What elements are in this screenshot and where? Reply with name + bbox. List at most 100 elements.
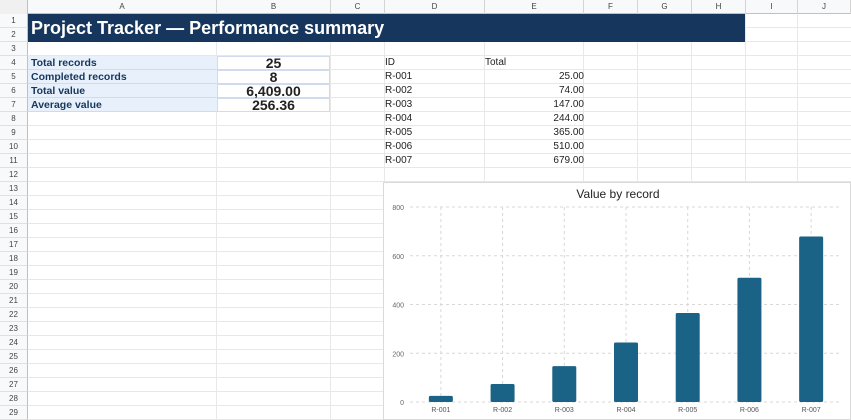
table-cell-id[interactable]: R-005 xyxy=(385,127,413,138)
bar xyxy=(614,342,638,402)
table-cell-total[interactable]: 365.00 xyxy=(553,127,584,138)
column-header-e[interactable]: E xyxy=(485,0,584,14)
select-all-corner[interactable] xyxy=(0,0,28,14)
row-header-15[interactable]: 15 xyxy=(0,210,28,224)
row-header-3[interactable]: 3 xyxy=(0,42,28,56)
kpi-label-average-value[interactable]: Average value xyxy=(28,98,217,112)
grid-row-line xyxy=(28,181,851,182)
table-cell-total[interactable]: 510.00 xyxy=(553,141,584,152)
table-cell-total[interactable]: 244.00 xyxy=(553,113,584,124)
row-header-12[interactable]: 12 xyxy=(0,168,28,182)
chart-title: Value by record xyxy=(576,187,660,201)
row-header-1[interactable]: 1 xyxy=(0,14,28,28)
table-cell-id[interactable]: R-002 xyxy=(385,85,413,96)
column-header-g[interactable]: G xyxy=(638,0,692,14)
table-cell-id[interactable]: R-007 xyxy=(385,155,413,166)
row-header-8[interactable]: 8 xyxy=(0,112,28,126)
kpi-value-total-value[interactable]: 6,409.00 xyxy=(217,84,330,98)
column-header-i[interactable]: I xyxy=(746,0,798,14)
row-header-14[interactable]: 14 xyxy=(0,196,28,210)
x-tick-label: R-005 xyxy=(678,407,697,414)
grid-row-line xyxy=(28,55,851,56)
row-header-10[interactable]: 10 xyxy=(0,140,28,154)
kpi-label-total-records[interactable]: Total records xyxy=(28,56,217,70)
row-header-18[interactable]: 18 xyxy=(0,252,28,266)
bar xyxy=(737,277,762,402)
x-tick-label: R-002 xyxy=(493,407,512,414)
table-cell-total[interactable]: 25.00 xyxy=(558,71,584,82)
grid-row-line xyxy=(28,167,851,168)
kpi-label-completed-records[interactable]: Completed records xyxy=(28,70,217,84)
bar-chart[interactable]: Value by record 0 200 400 600 800 R-001 R-002 R… xyxy=(383,182,851,420)
row-header-16[interactable]: 16 xyxy=(0,224,28,238)
y-tick-label: 800 xyxy=(392,205,404,212)
column-header-j[interactable]: J xyxy=(798,0,851,14)
kpi-label-total-value[interactable]: Total value xyxy=(28,84,217,98)
column-header-f[interactable]: F xyxy=(584,0,638,14)
x-tick-label: R-007 xyxy=(802,407,821,414)
grid-row-line xyxy=(28,69,851,70)
row-header-9[interactable]: 9 xyxy=(0,126,28,140)
bar xyxy=(799,236,824,402)
grid-row-line xyxy=(28,153,851,154)
row-header-6[interactable]: 6 xyxy=(0,84,28,98)
bar xyxy=(490,383,515,402)
table-header-total[interactable]: Total xyxy=(485,57,507,68)
grid-column-line xyxy=(330,14,331,420)
row-header-29[interactable]: 29 xyxy=(0,406,28,420)
row-header-25[interactable]: 25 xyxy=(0,350,28,364)
grid-row-line xyxy=(28,83,851,84)
row-header-24[interactable]: 24 xyxy=(0,336,28,350)
row-header-20[interactable]: 20 xyxy=(0,280,28,294)
kpi-value-completed-records[interactable]: 8 xyxy=(217,70,330,84)
row-header-22[interactable]: 22 xyxy=(0,308,28,322)
table-cell-total[interactable]: 679.00 xyxy=(553,155,584,166)
table-cell-id[interactable]: R-004 xyxy=(385,113,413,124)
row-header-21[interactable]: 21 xyxy=(0,294,28,308)
grid-row-line xyxy=(28,97,851,98)
x-tick-label: R-004 xyxy=(616,407,635,414)
chart-plot: 0 200 400 600 800 R-001 R-002 R-003 R-004 R-005 R-… xyxy=(392,205,842,414)
row-header-2[interactable]: 2 xyxy=(0,28,28,42)
kpi-value-total-records[interactable]: 25 xyxy=(217,56,330,70)
kpi-value-average-value[interactable]: 256.36 xyxy=(217,98,330,112)
bar xyxy=(552,366,577,402)
grid-column-line xyxy=(216,14,217,420)
column-header-d[interactable]: D xyxy=(385,0,485,14)
x-tick-label: R-001 xyxy=(431,407,450,414)
bar xyxy=(428,395,453,402)
row-header-13[interactable]: 13 xyxy=(0,182,28,196)
column-header-a[interactable]: A xyxy=(28,0,217,14)
y-tick-label: 200 xyxy=(392,351,404,358)
x-tick-label: R-006 xyxy=(740,407,759,414)
column-header-h[interactable]: H xyxy=(692,0,746,14)
grid-row-line xyxy=(28,111,851,112)
y-tick-label: 400 xyxy=(392,303,404,310)
row-header-28[interactable]: 28 xyxy=(0,392,28,406)
row-header-7[interactable]: 7 xyxy=(0,98,28,112)
row-header-26[interactable]: 26 xyxy=(0,364,28,378)
row-header-27[interactable]: 27 xyxy=(0,378,28,392)
table-cell-id[interactable]: R-001 xyxy=(385,71,413,82)
table-cell-total[interactable]: 147.00 xyxy=(553,99,584,110)
x-tick-label: R-003 xyxy=(555,407,574,414)
sheet-title: Project Tracker — Performance summary xyxy=(28,14,745,42)
table-cell-id[interactable]: R-006 xyxy=(385,141,413,152)
grid-row-line xyxy=(28,139,851,140)
table-header-id[interactable]: ID xyxy=(385,57,395,68)
row-header-11[interactable]: 11 xyxy=(0,154,28,168)
column-header-c[interactable]: C xyxy=(331,0,385,14)
row-header-19[interactable]: 19 xyxy=(0,266,28,280)
table-cell-id[interactable]: R-003 xyxy=(385,99,413,110)
grid-row-line xyxy=(28,125,851,126)
column-header-b[interactable]: B xyxy=(217,0,331,14)
y-tick-label: 600 xyxy=(392,254,404,261)
table-cell-total[interactable]: 74.00 xyxy=(558,85,584,96)
row-header-5[interactable]: 5 xyxy=(0,70,28,84)
bar xyxy=(675,313,700,402)
row-header-17[interactable]: 17 xyxy=(0,238,28,252)
row-header-4[interactable]: 4 xyxy=(0,56,28,70)
y-tick-label: 0 xyxy=(400,400,404,407)
row-header-23[interactable]: 23 xyxy=(0,322,28,336)
